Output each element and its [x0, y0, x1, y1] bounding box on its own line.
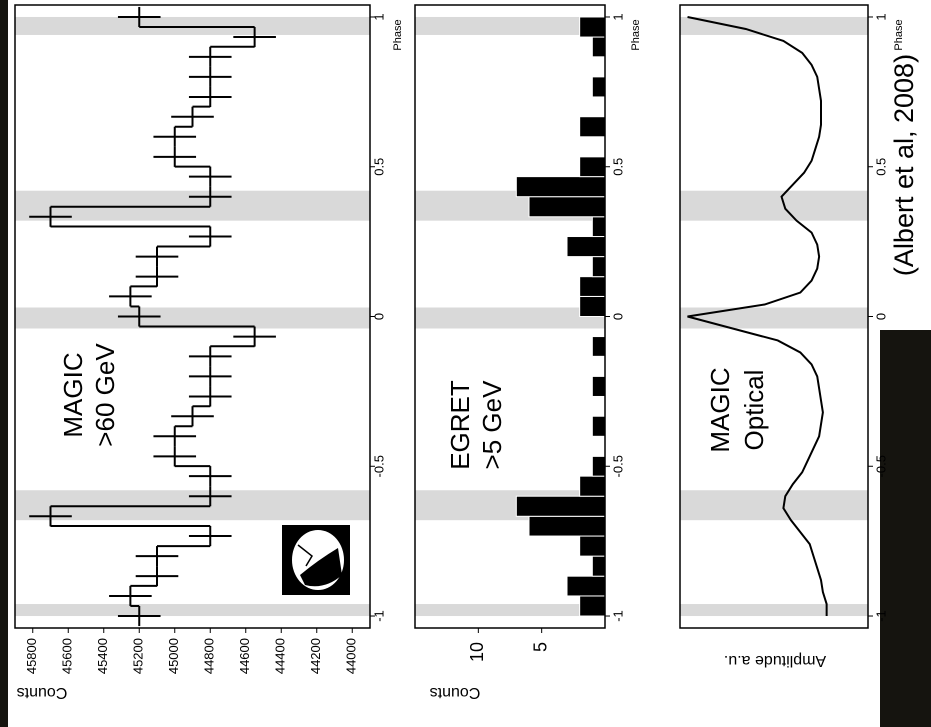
- y-tick-label: 45200: [131, 638, 146, 674]
- x-tick-label: 0.5: [610, 158, 625, 176]
- bar: [591, 455, 606, 477]
- phase-band: [415, 16, 605, 35]
- x-tick-label: -0.5: [873, 455, 888, 477]
- bar: [566, 236, 606, 258]
- phase-band: [15, 604, 370, 617]
- phase-band: [680, 190, 868, 221]
- bar: [528, 515, 606, 537]
- annotation: MAGIC: [705, 367, 735, 452]
- bar: [591, 76, 606, 98]
- phase-band: [680, 604, 868, 617]
- bar: [579, 475, 606, 497]
- y-tick-label: 45400: [95, 638, 110, 674]
- x-tick-label: 0: [610, 313, 625, 320]
- y-tick-label: 45600: [60, 638, 75, 674]
- phase-band: [415, 604, 605, 617]
- bar: [579, 16, 606, 38]
- charts: -1 -0.5 0 0.5 1 Phase 44000 44200 44400 44600 4480…: [14, 4, 905, 701]
- x-tick-label: 0: [873, 313, 888, 320]
- bar: [579, 276, 606, 297]
- annotation: Optical: [739, 370, 769, 451]
- phase-band: [680, 16, 868, 35]
- citation: (Albert et al, 2008): [889, 54, 919, 276]
- y-tick-label: 44600: [237, 638, 252, 674]
- optical-curve: [687, 16, 828, 617]
- x-tick-label: -0.5: [371, 455, 386, 477]
- x-axis-label: Phase: [630, 19, 642, 50]
- bar: [566, 575, 606, 597]
- x-tick-label: -0.5: [610, 455, 625, 477]
- annotation: EGRET: [445, 380, 475, 470]
- x-tick-label: -1: [371, 610, 386, 622]
- bar: [579, 295, 606, 318]
- bar: [591, 375, 606, 397]
- annotation: MAGIC: [58, 352, 88, 437]
- x-axis-label: Phase: [392, 19, 404, 50]
- inset-icon: [282, 525, 350, 595]
- bar: [591, 555, 606, 577]
- y-axis-label: Counts: [17, 684, 68, 701]
- x-tick-label: 0: [371, 313, 386, 320]
- y-tick-label: 44800: [202, 638, 217, 674]
- phase-band: [15, 16, 370, 35]
- bar: [528, 196, 606, 218]
- annotation: >60 GeV: [90, 343, 120, 447]
- bar: [579, 116, 606, 138]
- x-axis-label: Phase: [893, 19, 905, 50]
- y-tick-label: 10: [467, 642, 487, 662]
- x-tick-label: 1: [371, 13, 386, 20]
- y-tick-label: 45000: [166, 638, 181, 674]
- bar: [579, 535, 606, 557]
- x-tick-label: 1: [610, 13, 625, 20]
- annotation: >5 GeV: [477, 380, 507, 470]
- y-tick-label: 44400: [273, 638, 288, 674]
- x-tick-label: 0.5: [873, 158, 888, 176]
- bar: [515, 495, 606, 517]
- bar: [579, 595, 606, 617]
- y-tick-label: 44200: [308, 638, 323, 674]
- y-tick-label: 44000: [344, 638, 359, 674]
- bar: [591, 415, 606, 437]
- phase-band: [15, 307, 370, 329]
- bar: [591, 36, 606, 58]
- citation-background: [880, 0, 931, 330]
- panel-frame: [14, 4, 371, 629]
- x-tick-label: 1: [873, 13, 888, 20]
- x-tick-label: 0.5: [371, 158, 386, 176]
- panel-frame: [679, 4, 869, 629]
- phase-band: [680, 490, 868, 521]
- y-axis-label: Amplitude a.u.: [724, 652, 826, 669]
- bar: [591, 336, 606, 357]
- phase-band: [680, 307, 868, 329]
- x-tick-label: -1: [873, 610, 888, 622]
- phase-band: [415, 307, 605, 329]
- y-tick-label: 45800: [24, 638, 39, 674]
- panel-frame: [414, 4, 606, 629]
- bar: [591, 256, 606, 278]
- bar: [579, 156, 606, 178]
- bar: [591, 216, 606, 238]
- y-axis-label: Counts: [430, 684, 481, 701]
- y-tick-label: 5: [530, 642, 550, 652]
- bar: [515, 176, 606, 198]
- x-tick-label: -1: [610, 610, 625, 622]
